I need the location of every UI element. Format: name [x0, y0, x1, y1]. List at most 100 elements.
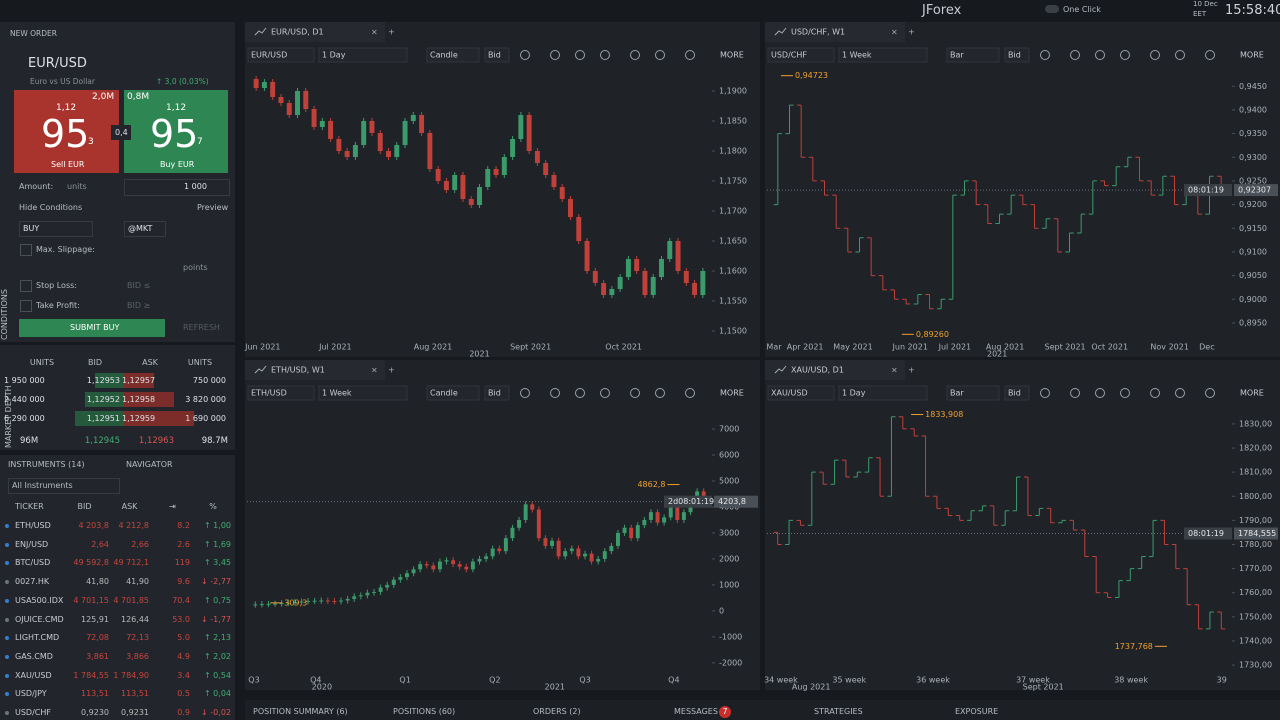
- take-profit: Take Profit:: [36, 301, 80, 310]
- toolbar-item[interactable]: Candle: [430, 51, 458, 60]
- tab[interactable]: ORDERS (2): [533, 707, 581, 716]
- column-header: BID: [77, 502, 92, 511]
- x-tick-label: Q2: [489, 676, 500, 685]
- toggle[interactable]: [1045, 5, 1059, 13]
- badge: 7: [719, 706, 731, 718]
- tab[interactable]: EXPOSURE: [955, 707, 999, 716]
- ohlc-bar: [902, 298, 911, 305]
- chart-panel: [245, 360, 760, 690]
- toolbar-item[interactable]: MORE: [720, 389, 744, 398]
- tab[interactable]: NAVIGATOR: [126, 460, 173, 469]
- tab[interactable]: STRATEGIES: [814, 707, 863, 716]
- y-tick-label: 0,9300: [1239, 153, 1267, 162]
- candle: [700, 271, 706, 295]
- candle: [648, 512, 653, 520]
- toolbar-item[interactable]: XAU/USD: [771, 389, 808, 398]
- instrument-cell: ↑ 0,75: [203, 595, 231, 605]
- ohlc-bar: [807, 471, 816, 526]
- toolbar-item[interactable]: MORE: [720, 51, 744, 60]
- candle: [569, 548, 574, 552]
- candle: [675, 241, 681, 271]
- candle: [306, 601, 311, 603]
- filter-select[interactable]: [8, 478, 120, 494]
- toolbar-item[interactable]: MORE: [1240, 389, 1264, 398]
- ohlc-bar: [1035, 507, 1044, 517]
- depth-header: ASK: [142, 358, 158, 367]
- tab[interactable]: POSITION SUMMARY (6): [253, 707, 348, 716]
- ohlc-bar: [1092, 556, 1101, 594]
- toolbar-select: [318, 385, 408, 401]
- submit: SUBMIT BUY: [70, 323, 120, 332]
- candle: [662, 517, 667, 523]
- candle: [550, 540, 555, 546]
- instrument-cell: 126,44: [121, 614, 149, 624]
- y-tick-label: 1760,00: [1239, 588, 1272, 597]
- ohlc-bar: [1137, 556, 1146, 570]
- one-click[interactable]: One Click: [1063, 5, 1101, 14]
- x-tick-label: Q4: [668, 676, 679, 685]
- checkbox[interactable]: [20, 300, 32, 312]
- ohlc-bar: [832, 194, 841, 229]
- tab[interactable]: MESSAGES: [674, 707, 718, 716]
- instrument-cell: 1 784,55: [73, 670, 109, 680]
- instrument[interactable]: EUR/USD: [28, 56, 87, 71]
- side-select[interactable]: [19, 221, 93, 237]
- instrument-cell: 119: [174, 558, 190, 568]
- candle: [460, 175, 466, 199]
- y-tick-label: 0,9400: [1239, 105, 1267, 114]
- buy-button[interactable]: [124, 90, 228, 173]
- toolbar-select: [767, 47, 835, 63]
- toolbar-item[interactable]: USD/CHF: [771, 51, 807, 60]
- tab[interactable]: INSTRUMENTS (14): [8, 460, 85, 469]
- checkbox[interactable]: [20, 244, 32, 256]
- sell-button[interactable]: [14, 90, 119, 173]
- amount-label: Amount:: [19, 182, 54, 191]
- checkbox[interactable]: [20, 280, 32, 292]
- instrument-cell: 0.9: [177, 708, 190, 717]
- depth-cell: 1 950 000: [4, 376, 45, 385]
- toolbar-item[interactable]: Bid: [488, 389, 501, 398]
- toolbar-item[interactable]: 1 Week: [322, 389, 352, 398]
- toolbar-item[interactable]: 1 Day: [842, 389, 866, 398]
- toolbar-item[interactable]: Bid: [488, 51, 501, 60]
- toolbar-item[interactable]: MORE: [1240, 51, 1264, 60]
- ohlc-bar: [898, 416, 907, 430]
- ohlc-bar: [1001, 510, 1010, 526]
- toolbar-select: [484, 47, 510, 63]
- toolbar-item[interactable]: EUR/USD: [251, 51, 287, 60]
- refresh[interactable]: REFRESH: [183, 323, 220, 332]
- depth-cell: 1,12953: [86, 376, 120, 385]
- toolbar-item[interactable]: 1 Week: [842, 51, 872, 60]
- toolbar-select: [1004, 385, 1030, 401]
- preview[interactable]: Preview: [197, 203, 229, 212]
- hide-conditions[interactable]: Hide Conditions: [19, 203, 83, 212]
- candle: [668, 506, 673, 518]
- toolbar-select: [426, 47, 480, 63]
- y-tick-label: 1,1850: [719, 117, 747, 126]
- toolbar-select: [946, 385, 1000, 401]
- candle: [352, 145, 358, 157]
- toolbar-item[interactable]: Candle: [430, 389, 458, 398]
- candle: [266, 603, 271, 605]
- tab[interactable]: POSITIONS (60): [393, 707, 456, 716]
- candle: [253, 79, 259, 88]
- ohlc-bar: [960, 180, 969, 196]
- y-tick-label: 1,1800: [719, 147, 747, 156]
- candle: [286, 602, 291, 604]
- candle: [551, 175, 557, 187]
- toolbar-item[interactable]: ETH/USD: [251, 389, 287, 398]
- amount-input[interactable]: [124, 179, 230, 196]
- candle: [402, 121, 408, 145]
- submit-button[interactable]: [19, 319, 165, 337]
- toolbar-item[interactable]: Bar: [950, 389, 964, 398]
- toolbar-item[interactable]: 1 Day: [322, 51, 346, 60]
- toolbar-item[interactable]: Bid: [1008, 51, 1021, 60]
- toolbar-item[interactable]: Bar: [950, 51, 964, 60]
- depth-cell: 2 440 000: [4, 395, 45, 404]
- instrument-cell: OJUICE.CMD: [15, 614, 64, 624]
- exec-select[interactable]: [124, 221, 166, 237]
- toolbar-item[interactable]: Bid: [1008, 389, 1021, 398]
- toolbar-icon: [1175, 50, 1185, 60]
- candle: [352, 596, 357, 599]
- panel-title: NEW ORDER: [10, 29, 57, 38]
